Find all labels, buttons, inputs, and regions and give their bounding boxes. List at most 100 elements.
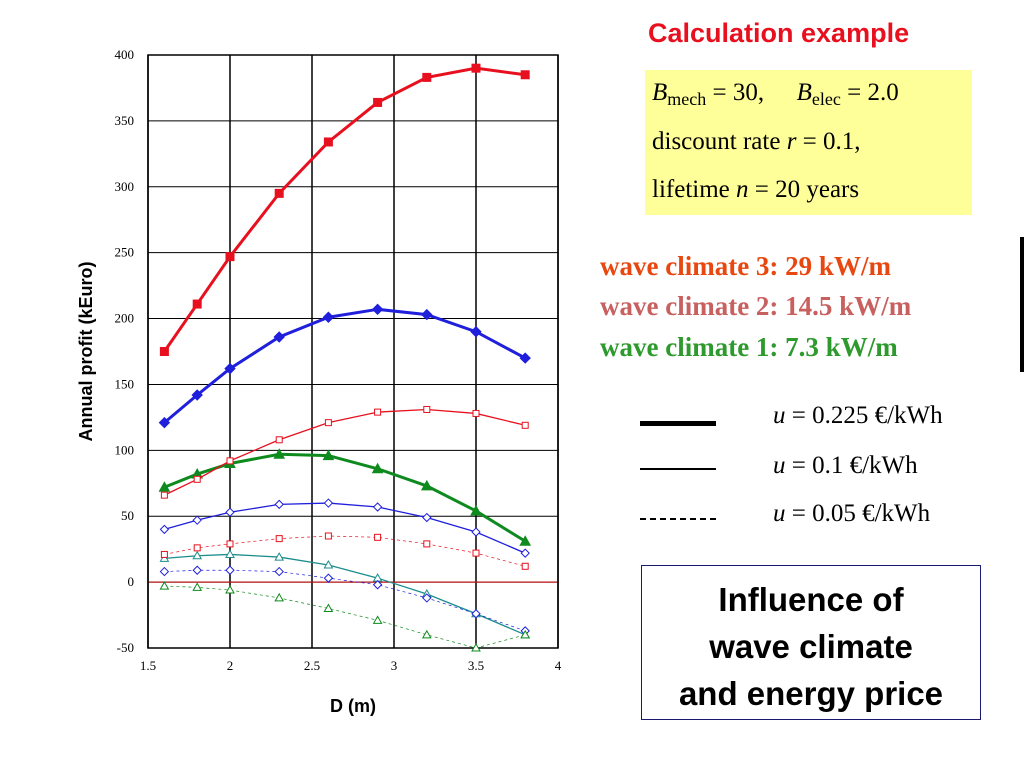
data-point-diamond	[422, 593, 432, 603]
data-point-square	[373, 97, 383, 107]
legend-line-thin	[640, 468, 716, 470]
y-tick-label: 0	[128, 574, 135, 589]
legend-line-thick	[640, 421, 716, 426]
wave-climate-2: wave climate 2: 14.5 kW/m	[600, 291, 912, 321]
data-point-square	[274, 188, 284, 198]
data-point-square	[323, 137, 333, 147]
series-line	[164, 553, 526, 636]
data-point-diamond	[519, 352, 531, 364]
discount-symbol: r	[786, 128, 797, 155]
series-1	[159, 63, 530, 356]
data-point-triangle	[519, 535, 532, 546]
data-point-diamond	[273, 331, 285, 343]
data-point-diamond	[323, 573, 334, 583]
wave-climate-3: wave climate 3: 29 kW/m	[600, 251, 891, 281]
data-point-diamond	[372, 502, 383, 512]
data-point-square	[275, 436, 283, 444]
data-point-square	[374, 408, 382, 416]
y-tick-label: 400	[115, 47, 135, 62]
mech-subscript: mech	[667, 89, 707, 109]
data-point-square	[423, 405, 431, 413]
y-tick-label: -50	[117, 640, 134, 655]
price-legend-2: u = 0.1 €/kWh	[773, 452, 918, 480]
b-mech-symbol: B	[652, 79, 668, 106]
plot-frame	[147, 54, 559, 649]
data-point-triangle	[471, 642, 481, 652]
data-point-triangle	[420, 479, 433, 491]
lifetime-label: lifetime	[652, 176, 736, 203]
price-value: = 0.05 €/kWh	[785, 500, 931, 527]
series-line	[164, 408, 526, 496]
data-point-square	[160, 550, 168, 558]
formula-box: Bmech = 30, Belec = 2.0 discount rate r …	[645, 70, 972, 215]
data-point-triangle	[372, 615, 383, 624]
y-tick-label: 200	[115, 311, 135, 326]
data-point-diamond	[191, 389, 203, 401]
data-point-square	[225, 252, 235, 262]
u-symbol: u	[773, 452, 786, 479]
data-point-triangle	[371, 462, 384, 474]
data-point-triangle	[520, 629, 531, 639]
formula-line-3: lifetime n = 20 years	[652, 176, 859, 204]
legend-line-dashed	[640, 518, 716, 520]
influence-box: Influence of wave climate and energy pri…	[641, 565, 981, 720]
data-point-diamond	[372, 580, 383, 590]
y-tick-label: 100	[115, 442, 135, 457]
data-point-square	[160, 491, 168, 499]
u-symbol: u	[773, 500, 786, 527]
data-point-diamond	[322, 311, 335, 323]
data-point-diamond	[159, 524, 170, 535]
series-2	[158, 303, 531, 429]
data-point-triangle	[323, 603, 334, 612]
discount-value: = 0.1,	[796, 128, 861, 155]
data-point-triangle	[225, 585, 235, 594]
data-point-diamond	[225, 565, 235, 575]
x-tick-label: 1.5	[140, 658, 156, 673]
u-symbol: u	[773, 402, 786, 429]
series-7	[160, 532, 529, 570]
data-point-diamond	[422, 512, 432, 523]
formula-line-2: discount rate r = 0.1,	[652, 128, 861, 156]
series-line	[164, 569, 526, 632]
b-elec-value: = 2.0	[840, 79, 899, 106]
series-9	[159, 581, 531, 652]
data-point-diamond	[192, 515, 202, 525]
series-line	[164, 585, 526, 649]
data-point-triangle	[322, 449, 335, 461]
data-point-square	[193, 544, 201, 552]
elec-subscript: elec	[811, 89, 841, 109]
data-point-square	[521, 421, 529, 429]
data-point-triangle	[323, 559, 334, 569]
x-tick-label: 2.5	[304, 658, 320, 673]
data-point-square	[471, 63, 481, 73]
series-8	[159, 565, 530, 636]
data-point-triangle	[158, 481, 171, 492]
influence-line-1: Influence of	[718, 581, 904, 618]
lifetime-symbol: n	[736, 176, 749, 203]
price-legend-3: u = 0.05 €/kWh	[773, 500, 930, 528]
calc-title: Calculation example	[648, 18, 910, 48]
price-value: = 0.225 €/kWh	[785, 402, 943, 429]
x-tick-label: 3	[391, 658, 398, 673]
influence-line-3: and energy price	[678, 675, 944, 712]
data-point-diamond	[192, 565, 202, 575]
series-line	[163, 307, 526, 424]
data-point-diamond	[323, 498, 334, 508]
data-point-square	[520, 70, 530, 80]
x-tick-label: 3.5	[468, 658, 484, 673]
formula-line-1: Bmech = 30, Belec = 2.0	[652, 79, 899, 110]
data-point-triangle	[273, 448, 286, 459]
influence-line-2: wave climate	[709, 628, 913, 665]
discount-label: discount rate	[652, 128, 787, 155]
data-point-triangle	[225, 549, 235, 558]
b-elec-symbol: B	[796, 79, 812, 106]
data-point-square	[192, 299, 202, 309]
data-point-square	[423, 540, 431, 548]
data-point-diamond	[225, 507, 235, 517]
series-line	[164, 535, 526, 567]
price-legend-1: u = 0.225 €/kWh	[773, 402, 943, 430]
series-5	[159, 498, 530, 558]
data-point-triangle	[274, 592, 285, 602]
data-point-diamond	[158, 416, 171, 429]
x-tick-label: 2	[227, 658, 234, 673]
